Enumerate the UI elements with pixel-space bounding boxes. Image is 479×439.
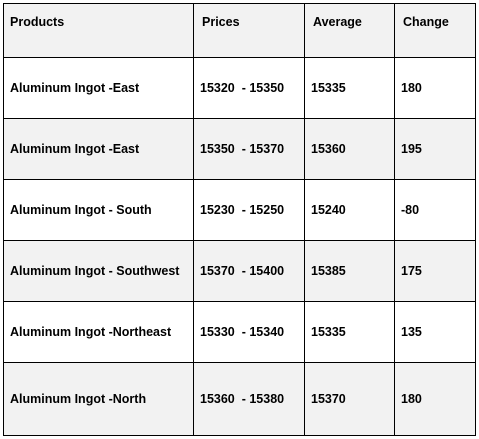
- change-cell: 195: [394, 118, 476, 180]
- product-cell: Aluminum Ingot - South: [3, 179, 194, 241]
- product-cell: Aluminum Ingot -East: [3, 57, 194, 119]
- change-cell: 135: [394, 301, 476, 363]
- table-row: Aluminum Ingot - Southwest 15370 - 15400…: [3, 240, 476, 302]
- change-cell: 180: [394, 362, 476, 436]
- column-header-prices: Prices: [193, 3, 305, 58]
- prices-cell: 15360 - 15380: [193, 362, 305, 436]
- prices-cell: 15370 - 15400: [193, 240, 305, 302]
- prices-cell: 15330 - 15340: [193, 301, 305, 363]
- change-cell: -80: [394, 179, 476, 241]
- product-cell: Aluminum Ingot -East: [3, 118, 194, 180]
- table-row: Aluminum Ingot - South 15230 - 15250 152…: [3, 179, 476, 241]
- average-cell: 15360: [304, 118, 395, 180]
- average-cell: 15240: [304, 179, 395, 241]
- product-cell: Aluminum Ingot - Southwest: [3, 240, 194, 302]
- prices-cell: 15350 - 15370: [193, 118, 305, 180]
- change-cell: 180: [394, 57, 476, 119]
- average-cell: 15335: [304, 301, 395, 363]
- table-row: Aluminum Ingot -East 15350 - 15370 15360…: [3, 118, 476, 180]
- prices-cell: 15320 - 15350: [193, 57, 305, 119]
- table-row: Aluminum Ingot -East 15320 - 15350 15335…: [3, 57, 476, 119]
- table-header-row: Products Prices Average Change: [3, 3, 476, 58]
- table-row: Aluminum Ingot -North 15360 - 15380 1537…: [3, 362, 476, 436]
- column-header-products: Products: [3, 3, 194, 58]
- average-cell: 15385: [304, 240, 395, 302]
- column-header-change: Change: [394, 3, 476, 58]
- average-cell: 15335: [304, 57, 395, 119]
- average-cell: 15370: [304, 362, 395, 436]
- table-row: Aluminum Ingot -Northeast 15330 - 15340 …: [3, 301, 476, 363]
- change-cell: 175: [394, 240, 476, 302]
- aluminum-price-table: Products Prices Average Change Aluminum …: [3, 3, 476, 436]
- product-cell: Aluminum Ingot -North: [3, 362, 194, 436]
- prices-cell: 15230 - 15250: [193, 179, 305, 241]
- column-header-average: Average: [304, 3, 395, 58]
- product-cell: Aluminum Ingot -Northeast: [3, 301, 194, 363]
- price-table-container: Products Prices Average Change Aluminum …: [3, 3, 476, 436]
